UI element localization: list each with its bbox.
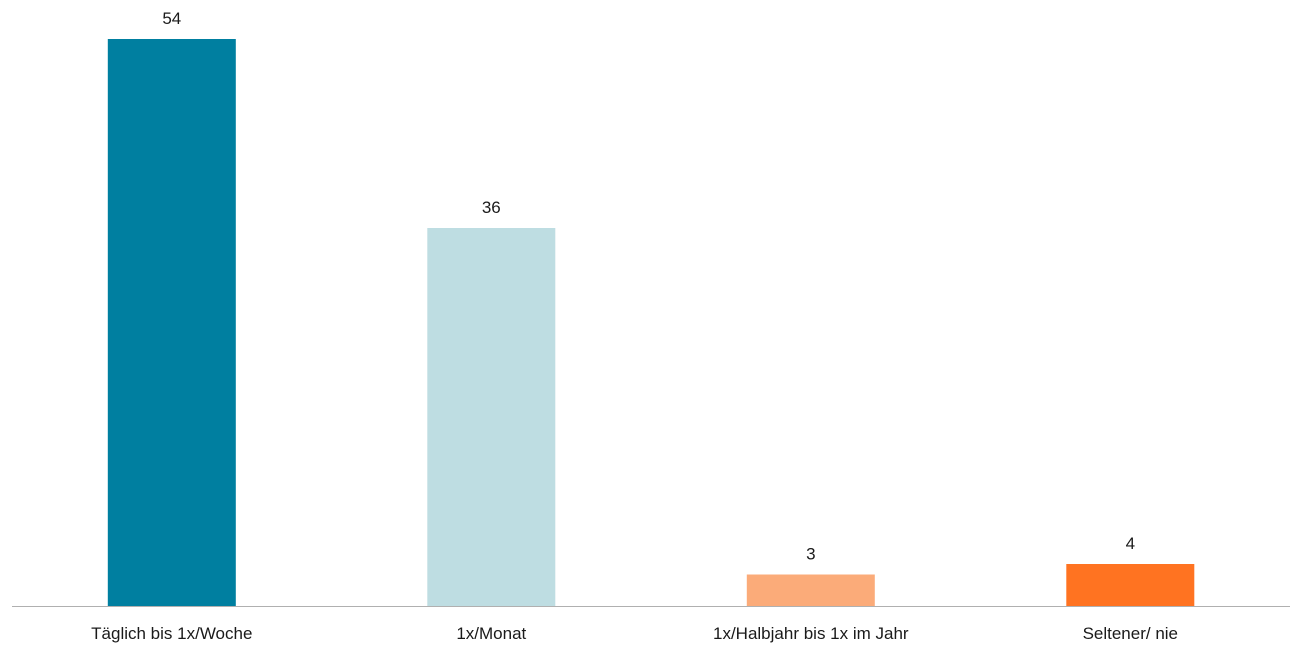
bar-1 <box>107 39 236 606</box>
value-label-2: 36 <box>482 198 501 217</box>
bar-4 <box>1066 564 1195 606</box>
x-tick-label-4: Seltener/ nie <box>1083 624 1178 643</box>
value-label-3: 3 <box>806 545 815 564</box>
bar-2 <box>427 228 556 606</box>
x-tick-labels-group: Täglich bis 1x/Woche 1x/Monat 1x/Halbjahr … <box>91 624 1178 643</box>
value-label-4: 4 <box>1126 534 1135 553</box>
bars-group <box>107 39 1195 606</box>
x-tick-label-3: 1x/Halbjahr bis 1x im Jahr <box>713 624 909 643</box>
x-tick-label-2: 1x/Monat <box>456 624 526 643</box>
bar-3 <box>746 574 875 606</box>
value-label-1: 54 <box>162 9 181 28</box>
value-labels-group: 54 36 3 4 <box>162 9 1135 564</box>
x-tick-label-1: Täglich bis 1x/Woche <box>91 624 252 643</box>
